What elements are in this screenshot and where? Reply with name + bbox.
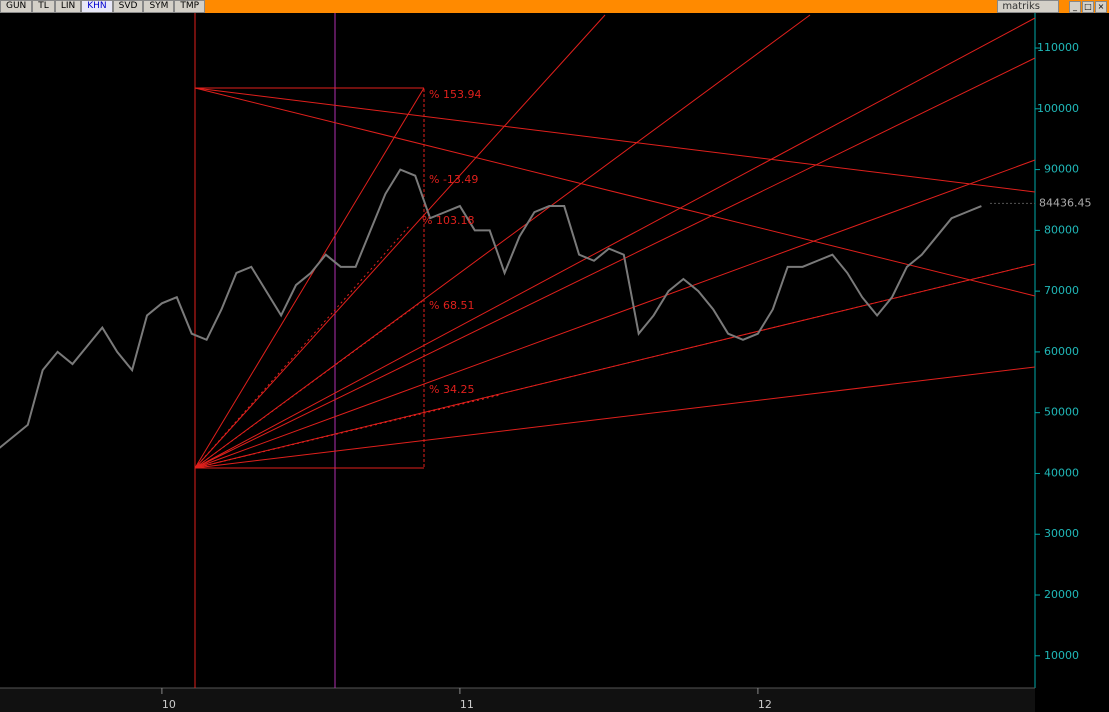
x-tick-label: 12 (758, 698, 772, 711)
fan-dotted (194, 394, 501, 469)
brand: matriks (997, 0, 1059, 13)
fan-line (194, 57, 1036, 469)
toolbar-button[interactable]: SVD (112, 0, 144, 13)
toolbar-button[interactable]: LIN (54, 0, 82, 13)
y-tick-label: 30000 (1044, 527, 1079, 540)
fan-line (194, 87, 1036, 297)
x-axis-area (0, 688, 1035, 712)
x-tick-label: 10 (162, 698, 176, 711)
close[interactable]: × (1095, 1, 1107, 13)
y-tick-label: 90000 (1044, 163, 1079, 176)
fan-line (194, 87, 425, 469)
y-tick-label: 80000 (1044, 223, 1079, 236)
toolbar-button[interactable]: TL (32, 0, 55, 13)
restore[interactable]: □ (1082, 1, 1094, 13)
gann-tools (194, 13, 1036, 688)
y-tick-label: 50000 (1044, 406, 1079, 419)
y-tick-label: 20000 (1044, 588, 1079, 601)
y-axis-area (1035, 13, 1109, 712)
x-tick-label: 11 (460, 698, 474, 711)
fan-line (194, 14, 811, 469)
y-tick-label: 100000 (1037, 102, 1079, 115)
marks: 10000 20000 30000 40000 50000 60000 70000 80000… (0, 41, 1092, 711)
price-line (0, 168, 982, 449)
fan-dotted (194, 299, 425, 469)
fan-line (194, 14, 606, 469)
last-value-label: 84436.45 (1039, 196, 1092, 209)
toolbar: GUN TL LIN KHN SVD SYM TMP (0, 0, 1109, 13)
toolbar-button[interactable]: TMP (174, 0, 206, 13)
y-tick-label: 110000 (1037, 41, 1079, 54)
fan-line (194, 159, 1036, 469)
fan-line (194, 366, 1036, 469)
annotation: % 68.51 (429, 299, 474, 312)
minimize[interactable]: _ (1069, 1, 1081, 13)
fan-dotted (194, 263, 1036, 469)
annotation: % -13.49 (429, 173, 478, 186)
y-tick-label: 70000 (1044, 284, 1079, 297)
y-tick-label: 60000 (1044, 345, 1079, 358)
fan-line (194, 87, 1036, 193)
y-tick-label: 10000 (1044, 649, 1079, 662)
y-tick-label: 40000 (1044, 466, 1079, 479)
toolbar-button[interactable]: GUN (0, 0, 33, 13)
toolbar-button[interactable]: SYM (143, 0, 175, 13)
annotation: % 153.94 (429, 88, 481, 101)
annotation: % 103.18 (422, 214, 474, 227)
annotation: % 34.25 (429, 383, 474, 396)
fan-dotted (194, 224, 411, 469)
fan-line (194, 17, 1036, 469)
toolbar-button[interactable]: KHN (81, 0, 113, 13)
plot (0, 13, 1035, 688)
